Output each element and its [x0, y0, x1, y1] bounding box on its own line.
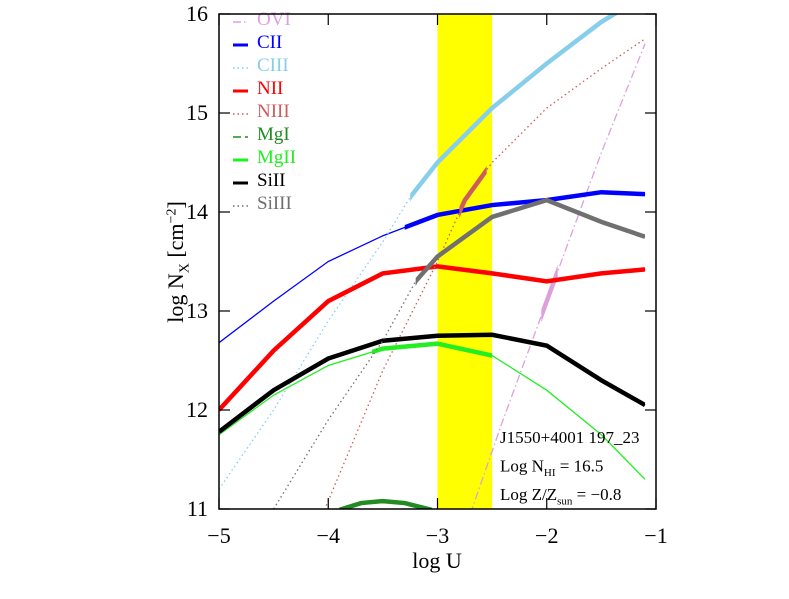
- text-part: log N: [163, 273, 188, 323]
- thick-group: [404, 189, 646, 230]
- text-part: J1550+4001 197_23: [500, 428, 639, 447]
- legend-label: CII: [257, 32, 282, 53]
- series-line: [324, 38, 646, 509]
- x-axis-label: log U: [412, 548, 462, 573]
- text-part: = −0.8: [572, 485, 621, 504]
- y-tick-label: 15: [186, 100, 208, 125]
- series-thick-segment: [219, 264, 646, 412]
- series-thick-segment: [410, 14, 619, 202]
- annotation: J1550+4001 197_23: [500, 428, 639, 447]
- subscript: HI: [544, 467, 556, 479]
- y-tick-label: 14: [186, 199, 208, 224]
- legend-label: MgI: [257, 124, 290, 145]
- superscript: −2: [164, 209, 179, 224]
- text-part: [cm: [163, 223, 188, 263]
- series-thick-segment: [459, 166, 487, 218]
- legend-label: CIII: [257, 55, 289, 76]
- series-thick-segment: [415, 197, 646, 286]
- legend-label: NIII: [257, 101, 290, 122]
- annotation: Log Z/Zsun = −0.8: [500, 485, 621, 507]
- text-part: ]: [163, 201, 188, 208]
- legend-label: OVI: [257, 9, 291, 30]
- x-tick-label: −1: [644, 523, 667, 548]
- series-thick-segment: [404, 189, 646, 230]
- x-tick-label: −3: [426, 523, 449, 548]
- y-tick-label: 12: [186, 397, 208, 422]
- legend-label: NII: [257, 78, 283, 99]
- x-tick-label: −4: [317, 523, 340, 548]
- annotation: Log NHI = 16.5: [500, 457, 603, 479]
- text-part: = 16.5: [556, 457, 604, 476]
- plot-area: [219, 14, 646, 509]
- legend-label: SiIII: [257, 193, 292, 214]
- series-thick-segment: [371, 341, 493, 359]
- thick-group: [415, 197, 646, 286]
- y-tick-label: 11: [187, 496, 208, 521]
- text-part: Log Z/Z: [500, 485, 557, 504]
- subscript: X: [178, 263, 193, 273]
- text-part: Log N: [500, 457, 544, 476]
- thick-group: [219, 264, 646, 412]
- legend-label: MgII: [257, 147, 296, 168]
- series-thick-segment: [219, 332, 646, 434]
- subscript: sun: [557, 495, 573, 507]
- thick-group: [219, 332, 646, 434]
- x-tick-label: −2: [535, 523, 558, 548]
- thick-group: [339, 498, 433, 509]
- series-thick-segment: [541, 264, 558, 323]
- highlight-band: [437, 14, 493, 509]
- thick-group: [410, 14, 619, 202]
- thick-group: [371, 341, 493, 359]
- legend-label: SiII: [257, 170, 286, 191]
- thick-group: [541, 264, 558, 323]
- y-tick-label: 13: [186, 298, 208, 323]
- y-tick-label: 16: [186, 1, 208, 26]
- x-tick-label: −5: [207, 523, 230, 548]
- thick-group: [459, 166, 487, 218]
- series-line: [471, 43, 646, 509]
- y-axis-label: log NX [cm−2]: [163, 201, 193, 323]
- series-thick-segment: [339, 498, 433, 509]
